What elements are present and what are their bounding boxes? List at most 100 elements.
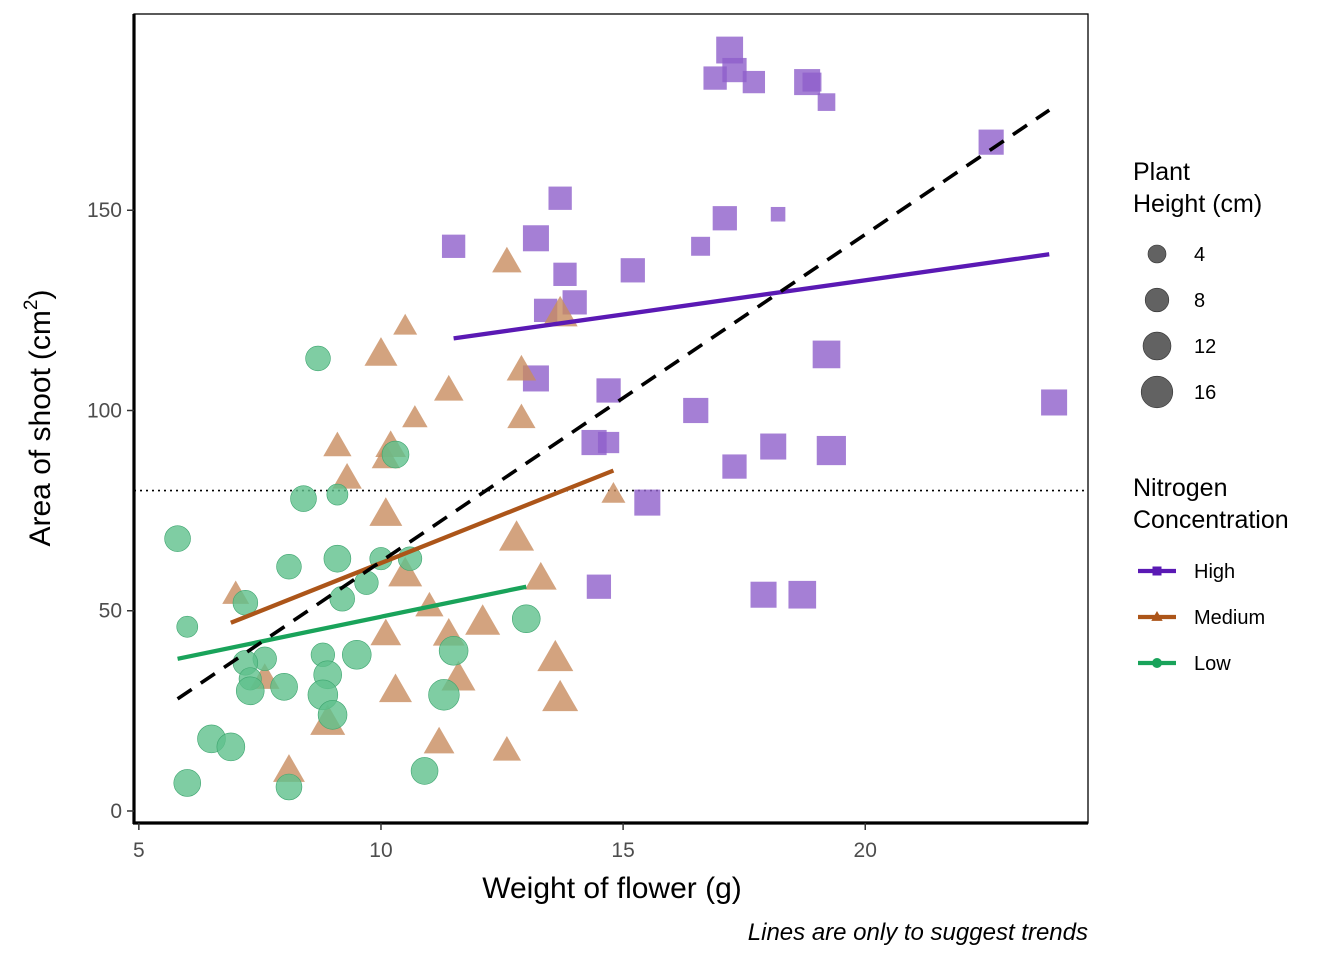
x-tick-label: 20	[854, 839, 877, 862]
data-point	[423, 726, 455, 754]
data-point	[434, 374, 464, 401]
data-point	[712, 206, 737, 231]
trend-line-medium	[230, 468, 615, 625]
data-point	[388, 556, 423, 587]
data-point	[601, 481, 626, 503]
data-point	[812, 340, 841, 369]
data-point	[524, 561, 557, 590]
data-point	[317, 700, 348, 730]
size-legend-key	[1140, 375, 1174, 409]
overall-trend-line	[176, 108, 1051, 701]
data-point	[597, 431, 620, 454]
color-legend: Nitrogen Concentration High Medium Low	[1133, 474, 1289, 675]
data-point	[499, 520, 535, 551]
data-point	[542, 295, 578, 327]
data-point	[507, 403, 536, 429]
data-point	[492, 736, 522, 761]
x-tick-label: 5	[133, 839, 145, 862]
data-point	[410, 757, 439, 785]
data-point	[428, 679, 460, 711]
data-point	[802, 72, 822, 92]
data-point	[750, 581, 777, 608]
x-tick-label: 15	[611, 839, 634, 862]
series-medium-points	[222, 246, 626, 782]
y-tick-label: 50	[99, 600, 122, 623]
data-point	[305, 345, 331, 372]
y-axis-title-unit-sup: 2	[21, 299, 42, 310]
color-legend-marker	[1152, 658, 1162, 668]
y-tick-label: 150	[87, 199, 122, 222]
data-point	[176, 615, 199, 638]
data-point	[492, 246, 522, 273]
x-tick-label: 10	[369, 839, 392, 862]
size-legend-key	[1142, 331, 1172, 361]
size-legend-title-line-2: Height (cm)	[1133, 190, 1262, 218]
data-point	[379, 673, 412, 703]
y-axis-title-unit-open: (cm	[24, 310, 57, 360]
data-point	[364, 337, 398, 366]
data-point	[548, 186, 572, 210]
data-point	[275, 773, 303, 801]
data-point	[329, 586, 355, 612]
size-legend-key	[1144, 287, 1170, 313]
data-point	[691, 236, 711, 256]
data-point	[323, 544, 352, 573]
data-point	[369, 497, 403, 526]
data-point	[542, 679, 579, 712]
size-legend-label: 4	[1194, 244, 1205, 266]
data-point	[634, 489, 661, 516]
data-point	[332, 463, 362, 489]
color-legend-marker	[1151, 611, 1163, 621]
color-legend-label: Low	[1194, 653, 1231, 675]
data-point	[620, 258, 645, 283]
y-axis-title-unit-close: )	[24, 289, 57, 299]
data-point	[760, 433, 787, 460]
data-point	[1041, 389, 1068, 416]
y-axis-title: Area of shoot (cm2)	[21, 289, 57, 546]
data-point	[703, 66, 727, 90]
data-point	[276, 553, 302, 580]
data-point	[270, 673, 298, 701]
trend-line-high	[453, 252, 1050, 341]
y-tick-label: 0	[110, 800, 122, 823]
series-low-points	[164, 345, 541, 801]
data-point	[402, 405, 428, 428]
plot-panel	[133, 13, 1089, 824]
x-axis-title: Weight of flower (g)	[482, 872, 742, 905]
trend-line-low	[177, 584, 527, 661]
data-points	[164, 36, 1068, 801]
size-legend-label: 16	[1194, 382, 1216, 404]
color-legend-marker	[1152, 566, 1162, 576]
data-point	[553, 262, 577, 286]
data-point	[817, 93, 836, 111]
y-axis-title-main: Area of shoot	[24, 367, 57, 546]
data-point	[370, 618, 402, 646]
data-point	[683, 397, 709, 424]
data-point	[770, 206, 786, 222]
series-high-points	[441, 36, 1068, 609]
data-point	[164, 525, 191, 552]
y-tick-label: 100	[87, 399, 122, 422]
size-legend-key	[1147, 244, 1167, 264]
trend-lines	[176, 108, 1051, 701]
color-legend-title-line-1: Nitrogen	[1133, 474, 1228, 502]
size-legend-label: 12	[1194, 336, 1216, 358]
data-point	[323, 431, 352, 457]
data-point	[342, 640, 372, 670]
data-point	[506, 354, 537, 381]
data-point	[537, 639, 574, 672]
data-point	[173, 769, 202, 797]
data-point	[596, 378, 621, 403]
color-legend-label: High	[1194, 561, 1235, 583]
size-legend: Plant Height (cm) 4 8 12 16	[1133, 158, 1262, 409]
data-point	[381, 440, 410, 469]
data-point	[511, 604, 541, 634]
data-point	[722, 454, 747, 479]
panel-border	[133, 13, 1089, 824]
axes: 5 10 15 20 0 50 100 150	[87, 14, 1088, 862]
data-point	[438, 636, 469, 666]
data-point	[788, 580, 817, 609]
data-point	[522, 225, 549, 252]
data-point	[354, 570, 379, 595]
